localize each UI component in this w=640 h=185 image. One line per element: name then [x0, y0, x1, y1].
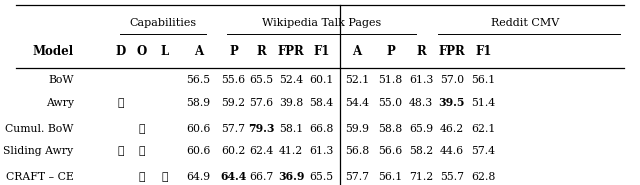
Text: 55.0: 55.0 [378, 98, 403, 108]
Text: 52.4: 52.4 [279, 75, 303, 85]
Text: 51.4: 51.4 [471, 98, 495, 108]
Text: 71.2: 71.2 [409, 172, 433, 182]
Text: 56.1: 56.1 [471, 75, 495, 85]
Text: 57.4: 57.4 [471, 146, 495, 156]
Text: 54.4: 54.4 [345, 98, 369, 108]
Text: 58.8: 58.8 [378, 124, 403, 134]
Text: ✓: ✓ [139, 146, 145, 156]
Text: Model: Model [33, 45, 74, 58]
Text: 48.3: 48.3 [409, 98, 433, 108]
Text: 57.7: 57.7 [345, 172, 369, 182]
Text: 39.5: 39.5 [438, 97, 465, 108]
Text: CRAFT – CE: CRAFT – CE [6, 172, 74, 182]
Text: 60.6: 60.6 [186, 146, 211, 156]
Text: 39.8: 39.8 [279, 98, 303, 108]
Text: 41.2: 41.2 [279, 146, 303, 156]
Text: Sliding Awry: Sliding Awry [3, 146, 74, 156]
Text: 60.1: 60.1 [309, 75, 333, 85]
Text: Capabilities: Capabilities [130, 18, 196, 28]
Text: 65.9: 65.9 [409, 124, 433, 134]
Text: 79.3: 79.3 [248, 123, 275, 134]
Text: D: D [115, 45, 125, 58]
Text: 56.6: 56.6 [378, 146, 403, 156]
Text: Wikipedia Talk Pages: Wikipedia Talk Pages [262, 18, 381, 28]
Text: 46.2: 46.2 [440, 124, 464, 134]
Text: Cumul. BoW: Cumul. BoW [5, 124, 74, 134]
Text: 56.8: 56.8 [345, 146, 369, 156]
Text: R: R [256, 45, 266, 58]
Text: ✓: ✓ [161, 172, 168, 182]
Text: 57.6: 57.6 [249, 98, 273, 108]
Text: BoW: BoW [48, 75, 74, 85]
Text: 64.4: 64.4 [220, 171, 247, 182]
Text: ✓: ✓ [117, 98, 124, 108]
Text: 56.1: 56.1 [378, 172, 403, 182]
Text: 44.6: 44.6 [440, 146, 464, 156]
Text: 61.3: 61.3 [409, 75, 433, 85]
Text: F1: F1 [475, 45, 492, 58]
Text: 66.8: 66.8 [309, 124, 333, 134]
Text: 61.3: 61.3 [309, 146, 333, 156]
Text: 59.9: 59.9 [345, 124, 369, 134]
Text: 56.5: 56.5 [186, 75, 211, 85]
Text: 36.9: 36.9 [278, 171, 305, 182]
Text: 65.5: 65.5 [249, 75, 273, 85]
Text: 62.1: 62.1 [471, 124, 495, 134]
Text: P: P [386, 45, 395, 58]
Text: FPR: FPR [438, 45, 465, 58]
Text: 60.2: 60.2 [221, 146, 246, 156]
Text: Reddit CMV: Reddit CMV [491, 18, 559, 28]
Text: 51.8: 51.8 [378, 75, 403, 85]
Text: 62.4: 62.4 [249, 146, 273, 156]
Text: 57.7: 57.7 [221, 124, 246, 134]
Text: A: A [353, 45, 362, 58]
Text: 64.9: 64.9 [186, 172, 211, 182]
Text: 60.6: 60.6 [186, 124, 211, 134]
Text: ✓: ✓ [117, 146, 124, 156]
Text: F1: F1 [313, 45, 330, 58]
Text: 58.2: 58.2 [409, 146, 433, 156]
Text: A: A [194, 45, 203, 58]
Text: 65.5: 65.5 [309, 172, 333, 182]
Text: 55.6: 55.6 [221, 75, 246, 85]
Text: O: O [137, 45, 147, 58]
Text: 58.4: 58.4 [309, 98, 333, 108]
Text: ✓: ✓ [139, 124, 145, 134]
Text: R: R [416, 45, 426, 58]
Text: ✓: ✓ [139, 172, 145, 182]
Text: L: L [161, 45, 168, 58]
Text: Awry: Awry [45, 98, 74, 108]
Text: P: P [229, 45, 238, 58]
Text: 52.1: 52.1 [345, 75, 369, 85]
Text: 58.1: 58.1 [279, 124, 303, 134]
Text: FPR: FPR [278, 45, 305, 58]
Text: 62.8: 62.8 [471, 172, 495, 182]
Text: 57.0: 57.0 [440, 75, 464, 85]
Text: 55.7: 55.7 [440, 172, 464, 182]
Text: 59.2: 59.2 [221, 98, 246, 108]
Text: 58.9: 58.9 [186, 98, 211, 108]
Text: 66.7: 66.7 [249, 172, 273, 182]
